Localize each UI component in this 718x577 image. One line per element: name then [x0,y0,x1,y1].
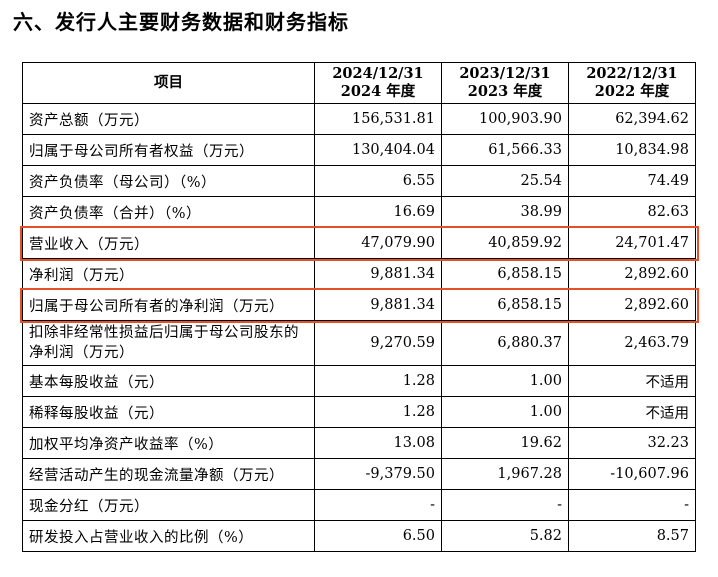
row-label: 营业收入（万元） [22,227,315,259]
row-value-2024: 1.28 [314,365,442,397]
header-2024: 2024/12/31 2024 年度 [314,62,442,104]
row-value-2022: 82.63 [568,196,696,228]
header-2023-year: 2023 年度 [467,83,543,100]
row-value-2022: -10,607.96 [568,458,696,490]
header-2023-date: 2023/12/31 [459,65,551,82]
row-value-2024: -9,379.50 [314,458,442,490]
header-item: 项目 [22,62,315,104]
row-value-2023: 6,880.37 [441,320,569,366]
row-value-2023: 19.62 [441,427,569,459]
row-value-2022: 74.49 [568,165,696,197]
table-row: 营业收入（万元） 47,079.90 40,859.92 24,701.47 [22,227,696,259]
row-label: 扣除非经常性损益后归属于母公司股东的净利润（万元） [22,320,315,366]
row-value-2024: 1.28 [314,396,442,428]
row-label: 归属于母公司所有者权益（万元） [22,134,315,166]
header-2022-date: 2022/12/31 [586,65,678,82]
row-value-2023: 1,967.28 [441,458,569,490]
row-label: 资产负债率（母公司）（%） [22,165,315,197]
table-row: 研发投入占营业收入的比例（%） 6.50 5.82 8.57 [22,520,696,552]
section-title: 六、发行人主要财务数据和财务指标 [13,10,349,34]
row-value-2023: 38.99 [441,196,569,228]
row-label: 资产负债率（合并）（%） [22,196,315,228]
table-row: 资产负债率（母公司）（%） 6.55 25.54 74.49 [22,165,696,197]
header-2024-date: 2024/12/31 [332,65,424,82]
row-value-2023: 1.00 [441,396,569,428]
header-item-label: 项目 [154,74,183,91]
row-value-2022: 不适用 [568,365,696,397]
table-row: 扣除非经常性损益后归属于母公司股东的净利润（万元） 9,270.59 6,880.3… [22,320,696,366]
row-value-2022: 8.57 [568,520,696,552]
row-label: 研发投入占营业收入的比例（%） [22,520,315,552]
table-row: 资产总额（万元） 156,531.81 100,903.90 62,394.62 [22,103,696,135]
row-value-2024: 156,531.81 [314,103,442,135]
row-value-2022: - [568,489,696,521]
table-row: 资产负债率（合并）（%） 16.69 38.99 82.63 [22,196,696,228]
row-value-2022: 不适用 [568,396,696,428]
row-value-2024: 9,881.34 [314,289,442,321]
row-value-2024: 6.50 [314,520,442,552]
table-row: 加权平均净资产收益率（%） 13.08 19.62 32.23 [22,427,696,459]
row-value-2024: 9,270.59 [314,320,442,366]
table-row: 归属于母公司所有者的净利润（万元） 9,881.34 6,858.15 2,892.6… [22,289,696,321]
row-label: 基本每股收益（元） [22,365,315,397]
row-value-2022: 2,892.60 [568,258,696,290]
row-value-2022: 10,834.98 [568,134,696,166]
row-label: 资产总额（万元） [22,103,315,135]
row-value-2024: 16.69 [314,196,442,228]
row-value-2023: 6,858.15 [441,258,569,290]
header-2023: 2023/12/31 2023 年度 [441,62,569,104]
row-value-2024: 47,079.90 [314,227,442,259]
row-value-2023: 5.82 [441,520,569,552]
row-value-2024: 13.08 [314,427,442,459]
row-label: 现金分红（万元） [22,489,315,521]
row-label: 经营活动产生的现金流量净额（万元） [22,458,315,490]
header-2024-year: 2024 年度 [340,83,416,100]
row-label: 归属于母公司所有者的净利润（万元） [22,289,315,321]
table-header-row: 项目 2024/12/31 2024 年度 2023/12/31 2023 年度… [22,62,696,104]
table-row: 现金分红（万元） - - - [22,489,696,521]
header-2022: 2022/12/31 2022 年度 [568,62,696,104]
table-row: 稀释每股收益（元） 1.28 1.00 不适用 [22,396,696,428]
row-label: 加权平均净资产收益率（%） [22,427,315,459]
row-value-2024: - [314,489,442,521]
row-value-2023: 61,566.33 [441,134,569,166]
table-row: 归属于母公司所有者权益（万元） 130,404.04 61,566.33 10,834… [22,134,696,166]
row-label: 净利润（万元） [22,258,315,290]
table-row: 净利润（万元） 9,881.34 6,858.15 2,892.60 [22,258,696,290]
row-value-2022: 24,701.47 [568,227,696,259]
row-value-2023: 25.54 [441,165,569,197]
row-value-2024: 6.55 [314,165,442,197]
table-row: 基本每股收益（元） 1.28 1.00 不适用 [22,365,696,397]
row-value-2023: 100,903.90 [441,103,569,135]
row-value-2023: - [441,489,569,521]
header-2022-year: 2022 年度 [594,83,670,100]
row-value-2022: 62,394.62 [568,103,696,135]
row-value-2024: 130,404.04 [314,134,442,166]
row-value-2022: 2,463.79 [568,320,696,366]
row-label: 稀释每股收益（元） [22,396,315,428]
financial-data-table: 项目 2024/12/31 2024 年度 2023/12/31 2023 年度… [22,62,696,552]
row-value-2023: 1.00 [441,365,569,397]
row-value-2023: 6,858.15 [441,289,569,321]
row-value-2022: 32.23 [568,427,696,459]
table-row: 经营活动产生的现金流量净额（万元） -9,379.50 1,967.28 -10,60… [22,458,696,490]
row-value-2023: 40,859.92 [441,227,569,259]
row-value-2024: 9,881.34 [314,258,442,290]
row-value-2022: 2,892.60 [568,289,696,321]
